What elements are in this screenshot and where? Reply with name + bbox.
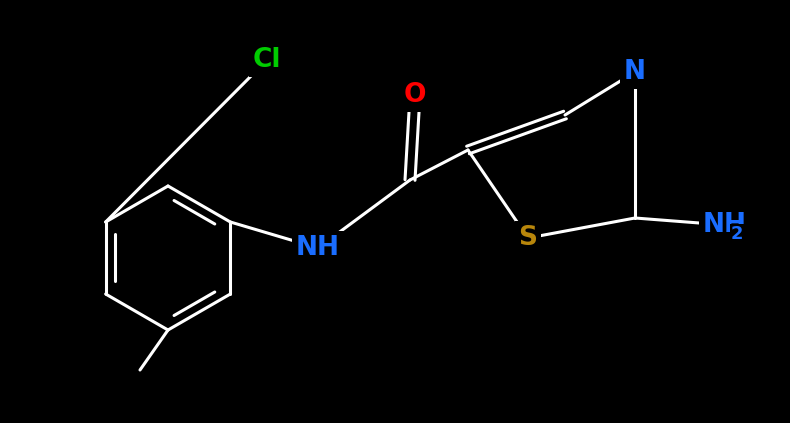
Text: N: N [624, 59, 646, 85]
Text: NH: NH [296, 235, 340, 261]
Text: O: O [404, 82, 427, 108]
Text: S: S [518, 225, 537, 251]
Text: Cl: Cl [253, 47, 281, 73]
Text: 2: 2 [731, 225, 743, 242]
Text: NH: NH [703, 212, 747, 238]
